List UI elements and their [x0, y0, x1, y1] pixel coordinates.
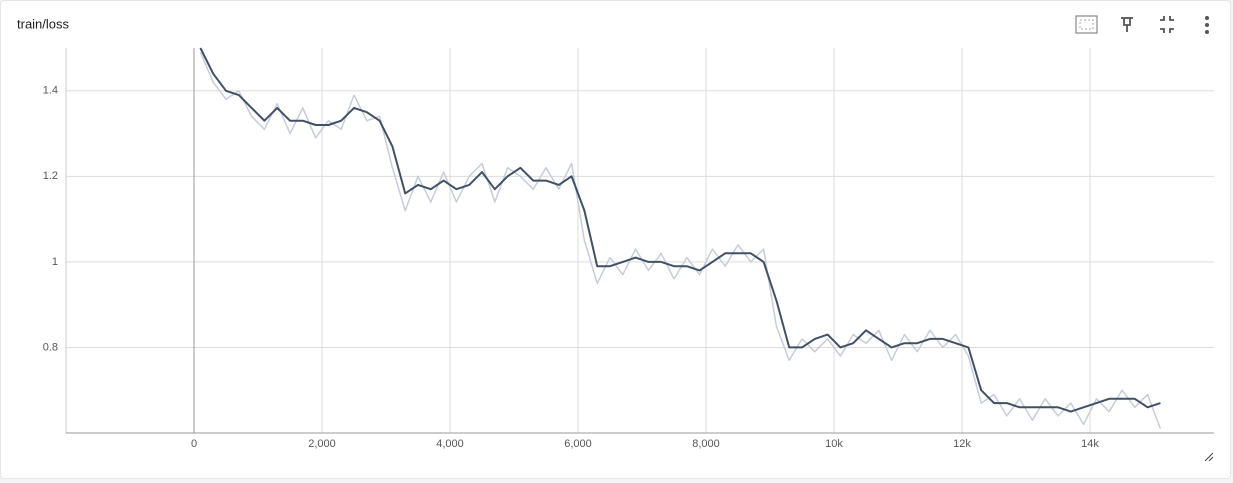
more-icon	[1205, 30, 1209, 34]
pin-icon	[1123, 18, 1131, 32]
x-tick-label: 2,000	[308, 438, 336, 450]
y-tick-label: 1.4	[43, 85, 58, 97]
collapse-icon	[1160, 16, 1174, 33]
x-tick-label: 6,000	[564, 438, 592, 450]
collapse-button[interactable]	[1160, 16, 1174, 33]
y-tick-label: 0.8	[43, 341, 58, 353]
resize-handle[interactable]	[1204, 452, 1214, 462]
series-line	[199, 52, 1162, 429]
x-tick-label: 0	[191, 438, 197, 450]
x-tick-label: 12k	[953, 438, 971, 450]
more-button[interactable]	[1205, 16, 1209, 34]
more-icon	[1205, 23, 1209, 27]
fit-icon-inner	[1079, 19, 1094, 30]
fit-domain-button[interactable]	[1075, 15, 1098, 34]
x-tick-label: 8,000	[692, 438, 720, 450]
y-tick-label: 1	[52, 256, 58, 268]
chart-title: train/loss	[17, 16, 70, 31]
more-icon	[1205, 16, 1209, 20]
series-line	[199, 47, 1161, 413]
x-tick-label: 10k	[825, 438, 843, 450]
x-tick-label: 4,000	[436, 438, 464, 450]
fit-icon	[1075, 15, 1098, 34]
pin-button[interactable]	[1121, 17, 1133, 32]
y-tick-label: 1.2	[43, 170, 58, 182]
x-tick-label: 14k	[1081, 438, 1099, 450]
